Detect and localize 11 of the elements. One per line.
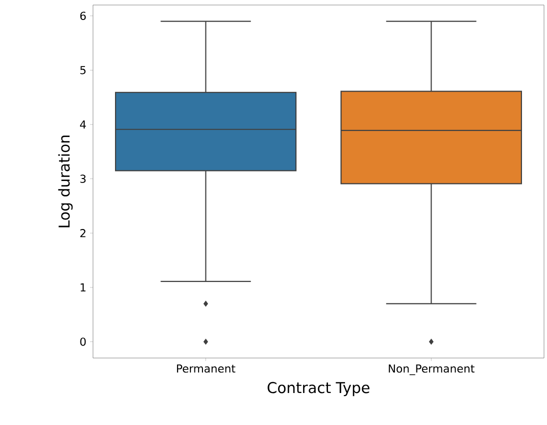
y-tick-label: 4 bbox=[80, 120, 86, 128]
y-axis-title: Log duration bbox=[58, 136, 73, 228]
y-tick-label: 0 bbox=[80, 338, 86, 346]
y-tick-label: 5 bbox=[80, 66, 86, 74]
x-tick-label: Non_Permanent bbox=[388, 364, 474, 376]
x-tick-label: Permanent bbox=[177, 364, 236, 373]
y-tick-label: 2 bbox=[80, 229, 86, 238]
y-tick-label: 1 bbox=[80, 283, 86, 292]
y-tick-label: 3 bbox=[80, 174, 86, 183]
y-tick-label: 6 bbox=[80, 12, 86, 20]
x-axis-title: Contract Type bbox=[268, 382, 370, 396]
